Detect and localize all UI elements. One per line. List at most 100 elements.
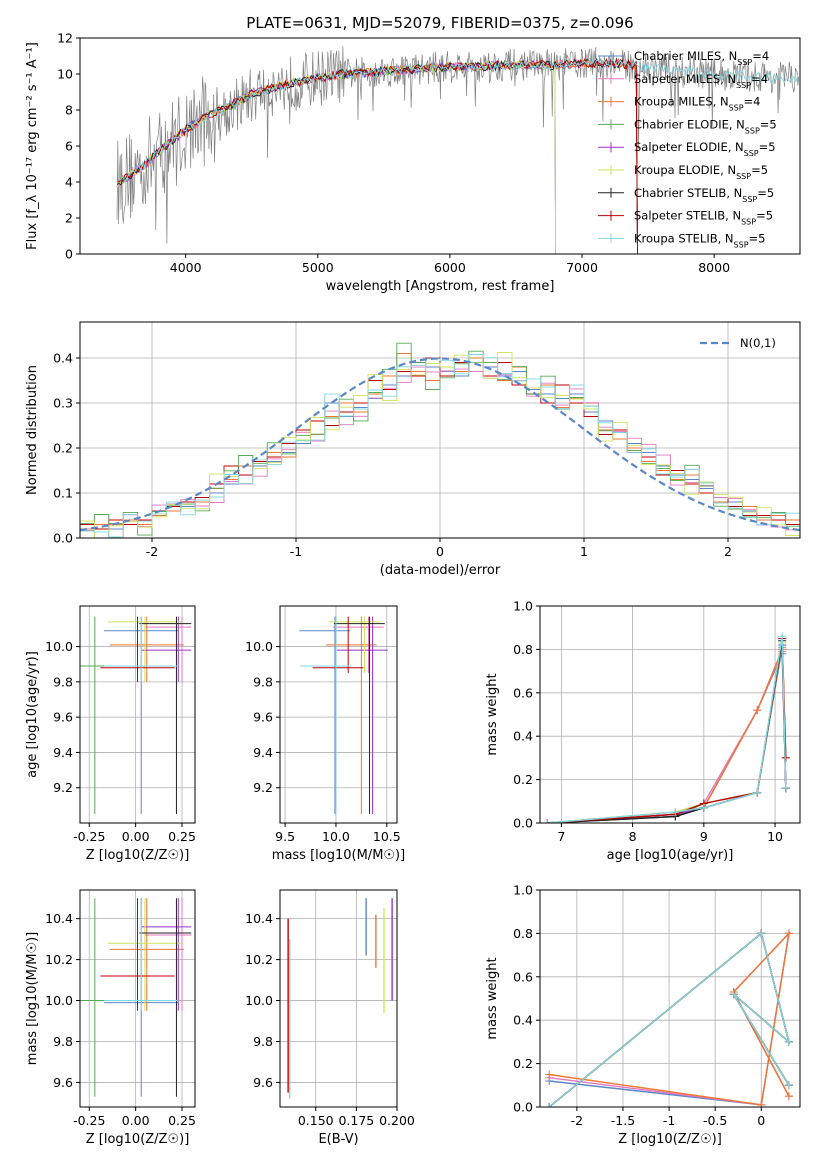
x-tick-label: 10.0: [322, 829, 350, 844]
x-axis-label: Z [log10(Z/Z☉)]: [86, 1132, 190, 1147]
y-tick-label: 10: [57, 67, 73, 82]
legend-entry: Kroupa MILES, NSSP=4: [634, 95, 760, 113]
plot-area: [116, 46, 800, 254]
legend-subscript: SSP: [734, 240, 749, 249]
y-axis-label: age [log10(age/yr)]: [25, 651, 40, 778]
legend-entry: Chabrier STELIB, NSSP=5: [634, 186, 774, 204]
x-axis-label: mass [log10(M/M☉)]: [272, 848, 405, 863]
axes-frame: [539, 605, 801, 824]
y-axis-label: Flux [f_λ 10⁻¹⁷ erg cm⁻² s⁻¹ A⁻¹]: [25, 42, 40, 250]
x-tick-label: 9: [700, 829, 708, 844]
weight-line-5: [547, 642, 787, 823]
x-tick-label: 7: [557, 829, 565, 844]
model-series-4: [116, 59, 557, 254]
chart-6: 0.150 0.175 0.200 9.6 9.8 10.0 10.2 10.4 E(B-V): [245, 889, 415, 1147]
y-tick-label: 9.2: [53, 780, 73, 795]
legend-subscript: SSP: [742, 194, 757, 203]
chart-3: 9.5 10.0 10.5 9.2 9.4 9.6 9.8 10.0 mass [log10(M…: [245, 605, 405, 863]
x-tick-label: 10.5: [373, 829, 401, 844]
y-tick-label: 0.2: [53, 441, 73, 456]
y-tick-label: 0.4: [53, 351, 73, 366]
legend-subscript: SSP: [744, 149, 759, 158]
y-tick-label: 0.6: [513, 685, 533, 700]
y-tick-label: 0.0: [513, 816, 533, 831]
y-tick-label: 0.6: [513, 969, 533, 984]
y-tick-label: 9.6: [53, 710, 73, 725]
normal-curve: [80, 357, 800, 532]
y-tick-label: 9.2: [253, 780, 273, 795]
x-axis-label: age [log10(age/yr)]: [607, 848, 734, 863]
zweight-marker: [729, 990, 738, 999]
legend-entry: N(0,1): [740, 336, 776, 350]
legend-suffix: =5: [760, 117, 777, 131]
zweight-marker: [784, 1037, 793, 1046]
x-tick-label: 0.150: [298, 1113, 334, 1128]
y-tick-label: 9.4: [253, 745, 273, 760]
x-tick-label: 8: [629, 829, 637, 844]
y-tick-label: 0.1: [53, 486, 73, 501]
axes-frame: [279, 889, 398, 1108]
legend-subscript: SSP: [741, 217, 756, 226]
chart-title: PLATE=0631, MJD=52079, FIBERID=0375, z=0…: [246, 14, 633, 32]
x-tick-label: -2: [146, 544, 158, 559]
x-tick-label: -0.25: [73, 829, 105, 844]
zweight-marker: [784, 929, 793, 938]
zweight-marker: [545, 1103, 554, 1107]
y-tick-label: 10.2: [45, 952, 73, 967]
chart-4: 7 8 9 10 0.0 0.2 0.4 0.6 0.8 1.0 age [log10(age/yr…: [485, 599, 801, 863]
plot-area: [299, 616, 388, 815]
y-tick-label: 0.4: [513, 1013, 533, 1028]
x-tick-label: 0.200: [379, 1113, 415, 1128]
y-tick-label: 1.0: [513, 599, 533, 614]
weight-marker: [753, 706, 762, 715]
legend-suffix: =5: [751, 163, 768, 177]
y-tick-label: 9.8: [253, 1034, 273, 1049]
y-tick-label: 0.8: [513, 642, 533, 657]
model-series-0: [116, 57, 638, 254]
y-tick-label: 9.6: [253, 710, 273, 725]
x-axis-label: Z [log10(Z/Z☉)]: [618, 1132, 722, 1147]
legend-entry: Kroupa ELODIE, NSSP=5: [634, 163, 768, 181]
legend-entry: Salpeter ELODIE, NSSP=5: [634, 140, 776, 158]
x-tick-label: -1: [663, 1113, 675, 1128]
chart-2: -0.25 0.00 0.25 9.2 9.4 9.6 9.8 10.0 Z [log10(Z/…: [25, 605, 196, 863]
legend-suffix: =5: [759, 140, 776, 154]
model-series-5: [116, 59, 557, 254]
zweight-marker: [757, 929, 766, 938]
axes-frame: [539, 889, 801, 1108]
plot-area: [80, 898, 192, 1097]
y-tick-label: 6: [65, 139, 73, 154]
plot-area: [80, 616, 192, 815]
y-tick-label: 9.6: [253, 1075, 273, 1090]
histogram-extra-3: [80, 354, 800, 538]
x-axis-label: E(B-V): [318, 1132, 358, 1147]
legend-suffix: =4: [744, 95, 761, 109]
x-tick-label: -1.5: [611, 1113, 635, 1128]
y-axis-label: mass [log10(M/M☉)]: [25, 932, 40, 1065]
x-tick-label: 6000: [434, 260, 466, 275]
x-tick-label: 8000: [698, 260, 730, 275]
y-tick-label: 12: [57, 31, 73, 46]
legend-subscript: SSP: [736, 172, 751, 181]
x-tick-label: 9.5: [275, 829, 295, 844]
weight-marker: [781, 784, 790, 793]
x-tick-label: -2: [571, 1113, 583, 1128]
weight-marker: [543, 819, 552, 823]
zweight-marker: [757, 1100, 766, 1107]
weight-line-6: [547, 640, 787, 823]
legend-subscript: SSP: [729, 103, 744, 112]
x-axis-label: wavelength [Angstrom, rest frame]: [326, 279, 555, 294]
y-tick-label: 0: [65, 247, 73, 262]
y-tick-label: 10.0: [45, 993, 73, 1008]
x-tick-label: 2: [724, 544, 732, 559]
histogram-extra-2: [80, 351, 800, 538]
x-tick-label: 0: [757, 1113, 765, 1128]
y-tick-label: 10.0: [245, 993, 273, 1008]
y-tick-label: 0.2: [513, 1056, 533, 1071]
weight-line-3: [547, 647, 787, 823]
y-tick-label: 0.3: [53, 396, 73, 411]
y-tick-label: 9.8: [253, 674, 273, 689]
y-tick-label: 10.4: [45, 911, 73, 926]
legend-suffix: =5: [757, 186, 774, 200]
